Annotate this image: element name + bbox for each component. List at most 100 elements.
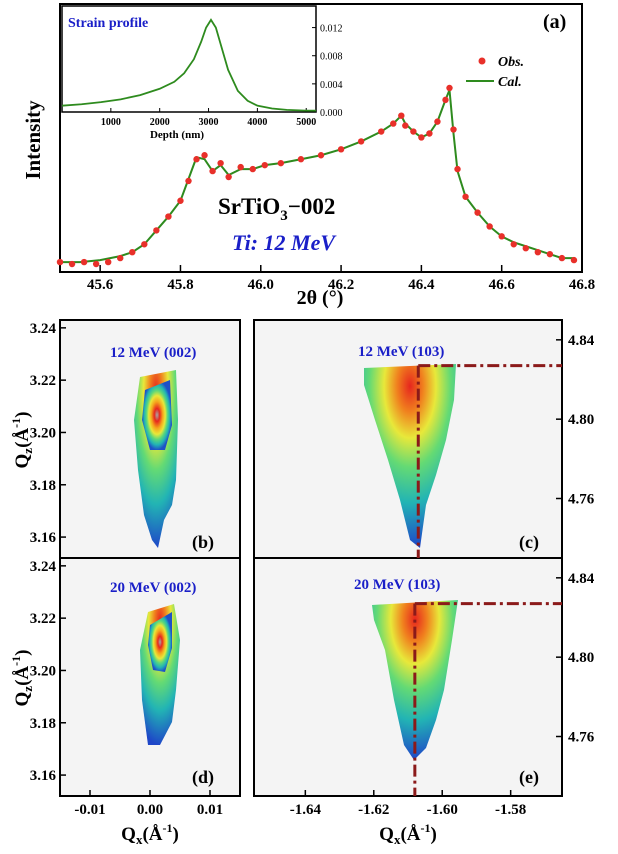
obs-point [237,163,244,171]
map-y-tick-label: 3.24 [30,559,57,575]
panel-b-title: 12 MeV (002) [110,345,196,361]
strain-profile-line [61,18,316,112]
panel-c-label: (c) [519,532,539,553]
inset-title: Strain profile [68,16,148,31]
inset-x-tick-label: 3000 [199,117,219,128]
panel-d-map-core [148,612,172,672]
inset-ticks: 1000 2000 3000 4000 5000 0.000 0.004 0.008 0.012 [101,24,343,128]
obs-point [534,248,542,256]
map-x-tick-label: -1.60 [427,802,458,818]
obs-point [418,134,425,141]
map-x-tick-label: -1.62 [358,802,389,818]
map-y-tick-label: 3.18 [30,716,56,732]
map-y-tick-label: 3.16 [30,530,57,546]
panel-a-x-ticks: 45.6 45.8 46.0 46.2 46.4 46.6 46.8 [87,265,595,293]
map-y-tick-label: 3.18 [30,478,56,494]
panel-e: 20 MeV (103) (e) [253,557,563,797]
obs-point [546,250,554,258]
map-y-tick-label: 3.16 [30,768,57,784]
inset-x-tick-label: 5000 [296,117,316,128]
panel-d-y-axis-label: Qz(Å-1) [9,650,35,707]
inset-y-tick-label: 0.004 [320,80,343,91]
obs-point [426,130,433,137]
panel-e-label: (e) [519,767,539,788]
panel-d: 20 MeV (002) (d) [59,557,241,797]
inset-data [61,18,316,112]
obs-point [165,213,172,220]
map-y-tick-label: 4.76 [568,492,595,508]
obs-point [249,165,256,173]
obs-point [201,152,208,159]
inset-x-tick-label: 4000 [247,117,267,128]
map-y-tick-label: 4.76 [568,730,595,746]
map-y-tick-label: 3.24 [30,321,57,337]
legend-obs-label: Obs. [498,55,524,70]
inset-x-tick-label: 2000 [150,117,170,128]
obs-point [317,152,325,159]
inset-y-tick-label: 0.000 [320,108,343,119]
map-x-tick-label: 0.00 [137,802,163,818]
sample-label: SrTiO3−002 [218,194,335,224]
map-y-tick-label: 4.80 [568,412,594,428]
obs-point [185,177,192,185]
panel-c-title: 12 MeV (103) [358,344,444,360]
obs-point [297,156,305,163]
inset-strain-profile: Strain profile 1000 2000 3000 4000 5000 0.000… [61,5,343,141]
panel-a: (a) Intensity 45.6 45.8 46.0 46.2 46.4 46.6 46… [21,3,595,309]
obs-point [434,118,441,125]
panel-a-label: (a) [543,11,566,33]
obs-point [462,193,469,200]
panel-b-map-core [142,380,172,450]
ion-label: Ti: 12 MeV [232,230,337,255]
obs-point [398,112,405,119]
obs-point [337,146,345,153]
obs-point [510,241,517,248]
map-x-tick-label: -1.64 [290,802,322,818]
obs-point [261,161,268,169]
obs-point [277,159,285,167]
obs-point [104,258,112,266]
obs-point [117,254,124,262]
obs-point [390,120,397,127]
map-axis-ticks: 3.16 3.18 3.20 3.22 3.24 4.76 4.80 4.84 3.16 3.18… [30,321,595,818]
legend: Obs. Cal. [466,55,524,90]
obs-point [129,248,136,256]
inset-y-tick-label: 0.008 [320,52,343,63]
obs-point [450,126,457,133]
legend-cal-label: Cal. [498,75,522,90]
obs-point [141,241,148,248]
map-y-tick-label: 3.22 [30,611,56,627]
inset-x-label: Depth (nm) [150,129,204,141]
panel-a-x-tick-label: 46.6 [489,277,516,293]
obs-point [378,128,385,135]
panel-a-data [56,84,578,268]
obs-point [474,209,481,216]
panel-e-title: 20 MeV (103) [354,577,440,593]
obs-point [446,84,453,92]
obs-point [454,165,461,173]
map-y-tick-label: 4.84 [568,571,595,587]
map-y-tick-label: 4.84 [568,333,595,349]
obs-point [153,227,160,234]
panel-b-label: (b) [192,532,214,553]
panel-b: 12 MeV (002) (b) [59,319,241,559]
inset-frame [61,5,317,113]
x-axis-label-2theta: 2θ (°) [297,287,344,309]
obs-point [410,128,417,135]
panel-a-x-tick-label: 45.6 [87,277,114,293]
panel-a-x-tick-label: 45.8 [167,277,193,293]
map-y-tick-label: 3.20 [30,663,56,679]
obs-point [570,256,578,264]
obs-point [217,159,224,167]
panel-e-x-axis-label: Qx(Å-1) [379,821,437,847]
legend-obs-marker [478,57,486,65]
panel-d-label: (d) [192,767,214,788]
y-axis-label-intensity: Intensity [21,100,45,180]
obs-point [68,260,76,268]
panel-d-x-axis-label: Qx(Å-1) [121,821,179,847]
obs-point [177,197,184,204]
obs-point [402,122,409,129]
panel-a-x-tick-label: 46.0 [248,277,274,293]
obs-point [225,173,232,181]
